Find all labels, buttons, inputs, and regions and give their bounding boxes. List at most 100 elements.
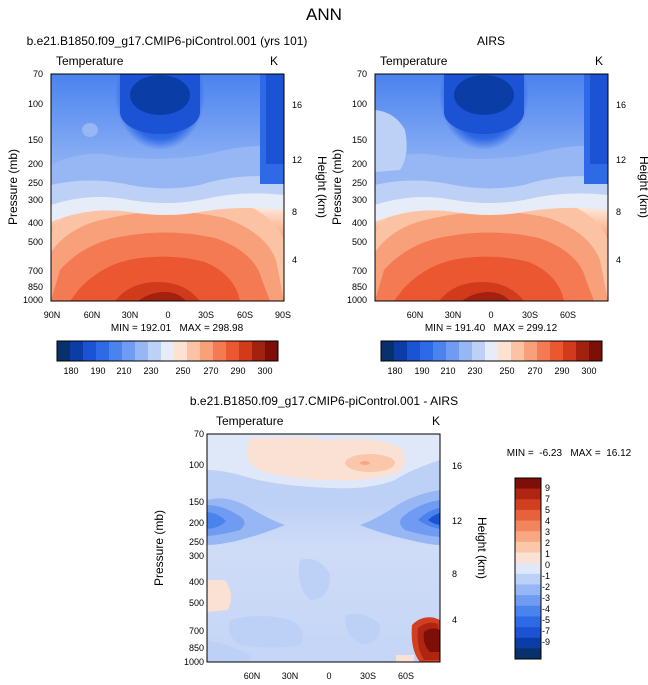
y-tick-label: 100 bbox=[352, 99, 367, 109]
y-tick-label: 100 bbox=[28, 99, 43, 109]
panel-title: b.e21.B1850.f09_g17.CMIP6-piControl.001 … bbox=[190, 394, 458, 408]
x-tick-label: 0 bbox=[165, 310, 170, 320]
y-tick-label: 700 bbox=[189, 626, 204, 636]
y-ticks: 70 100 150 200 250 300 400 500 700 850 1… bbox=[184, 429, 204, 667]
colorbar-swatch bbox=[524, 341, 538, 361]
colorbar-swatch bbox=[515, 605, 541, 617]
colorbar-labels: 9 7 5 4 3 2 1 0 -1 -2 -3 -4 -5 -7 -9 bbox=[542, 483, 550, 647]
colorbar-labels: 180 190 210 230 250 270 290 300 bbox=[387, 366, 596, 376]
colorbar-swatch bbox=[83, 341, 97, 361]
min-max-stats: MIN = 191.40 MAX = 299.12 bbox=[425, 323, 558, 334]
colorbar-swatch bbox=[515, 541, 541, 553]
contour-field bbox=[207, 434, 440, 662]
y-axis-label-right: Height (km) bbox=[637, 156, 648, 218]
colorbar-label: 2 bbox=[545, 538, 550, 548]
y-tick-label: 500 bbox=[28, 237, 43, 247]
y-tick-label: 150 bbox=[352, 135, 367, 145]
height-tick-label: 4 bbox=[452, 615, 457, 625]
x-tick-label: 60S bbox=[237, 310, 253, 320]
page-title: ANN bbox=[306, 5, 342, 24]
y-tick-label: 300 bbox=[28, 195, 43, 205]
colorbar-swatch bbox=[174, 341, 188, 361]
colorbar-swatch bbox=[511, 341, 525, 361]
min-max-stats: MIN = 192.01 MAX = 298.98 bbox=[111, 323, 244, 334]
y-tick-label: 500 bbox=[189, 598, 204, 608]
colorbar-label: 1 bbox=[545, 549, 550, 559]
colorbar-swatch bbox=[381, 341, 395, 361]
colorbar-label: 180 bbox=[63, 366, 78, 376]
colorbar-swatch bbox=[187, 341, 201, 361]
y-tick-label: 250 bbox=[28, 178, 43, 188]
height-ticks: 16 12 8 4 bbox=[616, 100, 626, 265]
colorbar-swatch bbox=[515, 499, 541, 511]
colorbar-swatch bbox=[200, 341, 214, 361]
colorbar-swatch bbox=[122, 341, 136, 361]
units-label: K bbox=[432, 414, 440, 428]
x-tick-label: 30N bbox=[445, 310, 462, 320]
y-tick-label: 250 bbox=[352, 178, 367, 188]
colorbar-swatch bbox=[148, 341, 162, 361]
x-tick-label: 60S bbox=[560, 310, 576, 320]
colorbar-label: 7 bbox=[545, 494, 550, 504]
height-tick-label: 12 bbox=[616, 155, 626, 165]
y-tick-label: 1000 bbox=[23, 295, 43, 305]
x-tick-label: 90N bbox=[44, 310, 61, 320]
y-tick-label: 70 bbox=[194, 429, 204, 439]
height-tick-label: 8 bbox=[452, 569, 457, 579]
y-axis-label: Pressure (mb) bbox=[6, 149, 20, 225]
panel-title: AIRS bbox=[477, 34, 505, 48]
colorbar-swatch bbox=[485, 341, 499, 361]
panel-title: b.e21.B1850.f09_g17.CMIP6-piControl.001 … bbox=[27, 34, 308, 48]
panel-model: b.e21.B1850.f09_g17.CMIP6-piControl.001 … bbox=[6, 34, 329, 376]
colorbar-label: 300 bbox=[257, 366, 272, 376]
y-tick-label: 100 bbox=[189, 460, 204, 470]
colorbar-label: -1 bbox=[542, 571, 550, 581]
height-tick-label: 8 bbox=[292, 207, 297, 217]
y-tick-label: 200 bbox=[189, 518, 204, 528]
colorbar-label: 290 bbox=[230, 366, 245, 376]
y-tick-label: 70 bbox=[33, 69, 43, 79]
colorbar-swatch bbox=[537, 341, 551, 361]
panel-diff: b.e21.B1850.f09_g17.CMIP6-piControl.001 … bbox=[152, 394, 632, 681]
colorbar-swatch bbox=[394, 341, 408, 361]
y-tick-label: 500 bbox=[352, 237, 367, 247]
colorbar-label: 9 bbox=[545, 483, 550, 493]
x-tick-label: 60N bbox=[84, 310, 101, 320]
x-tick-label: 30S bbox=[360, 671, 376, 681]
colorbar-swatch bbox=[515, 648, 541, 660]
colorbar-swatch bbox=[515, 616, 541, 628]
x-ticks: 90N 60N 30N 0 30S 60S 90S bbox=[44, 310, 291, 320]
colorbar-swatch bbox=[550, 341, 564, 361]
height-ticks: 16 12 8 4 bbox=[452, 461, 462, 625]
y-tick-label: 70 bbox=[357, 69, 367, 79]
y-tick-label: 850 bbox=[189, 643, 204, 653]
x-tick-label: 0 bbox=[326, 671, 331, 681]
colorbar-label: 270 bbox=[203, 366, 218, 376]
colorbar-label: -5 bbox=[542, 615, 550, 625]
colorbar-label: 230 bbox=[143, 366, 158, 376]
variable-label: Temperature bbox=[380, 54, 448, 68]
colorbar-label: 190 bbox=[90, 366, 105, 376]
colorbar-label: -2 bbox=[542, 582, 550, 592]
colorbar-swatch bbox=[446, 341, 460, 361]
colorbar-label: 270 bbox=[527, 366, 542, 376]
contour-field bbox=[51, 74, 284, 301]
colorbar-swatch bbox=[472, 341, 486, 361]
x-tick-label: 30N bbox=[122, 310, 139, 320]
colorbar-label: 250 bbox=[175, 366, 190, 376]
colorbar-label: -9 bbox=[542, 637, 550, 647]
height-tick-label: 12 bbox=[452, 516, 462, 526]
colorbar-swatch bbox=[515, 531, 541, 543]
colorbar-label: 300 bbox=[581, 366, 596, 376]
colorbar-label: 5 bbox=[545, 505, 550, 515]
colorbar: 180 190 210 230 250 270 290 300 bbox=[56, 340, 279, 376]
y-axis-label: Pressure (mb) bbox=[330, 149, 344, 225]
x-tick-label: 0 bbox=[488, 310, 493, 320]
colorbar-swatch bbox=[213, 341, 227, 361]
y-tick-label: 700 bbox=[28, 266, 43, 276]
colorbar-frame bbox=[514, 477, 542, 660]
y-tick-label: 150 bbox=[28, 135, 43, 145]
y-tick-label: 400 bbox=[189, 577, 204, 587]
y-tick-label: 850 bbox=[28, 282, 43, 292]
y-tick-label: 250 bbox=[189, 537, 204, 547]
